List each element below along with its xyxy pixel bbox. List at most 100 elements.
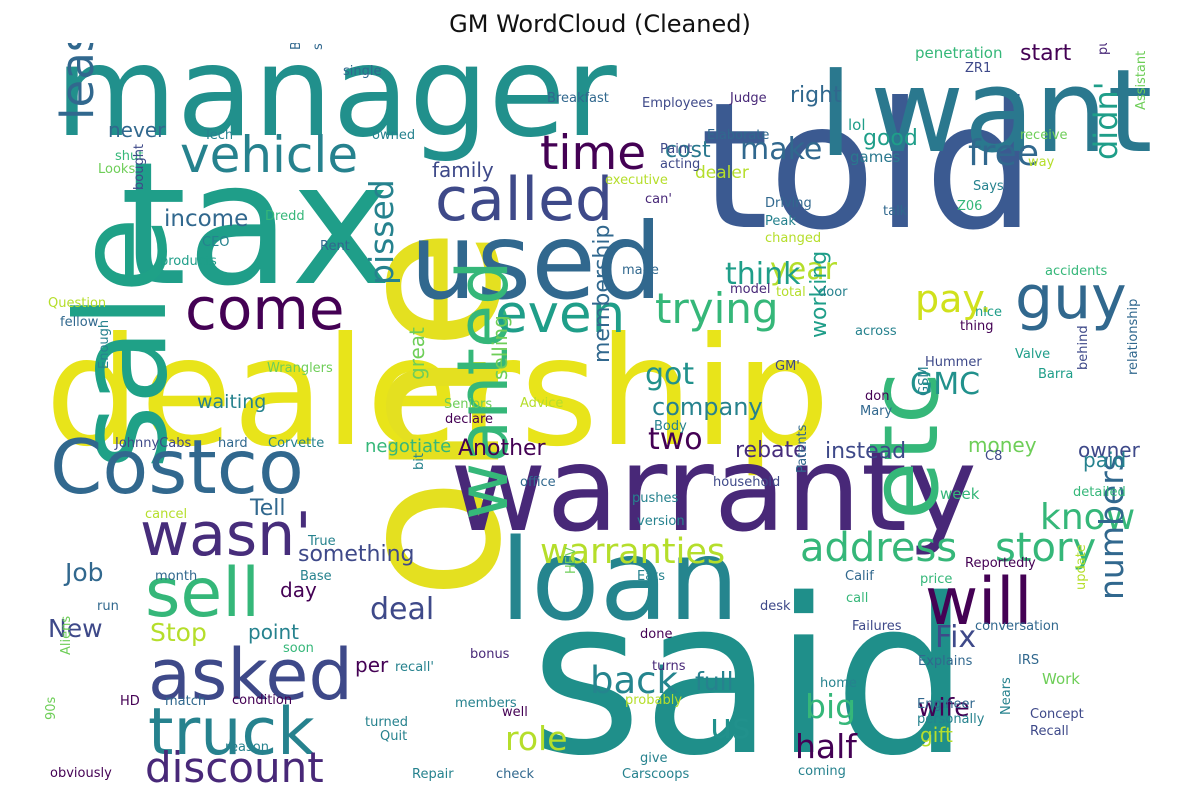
- word: give: [640, 751, 668, 766]
- word: us: [710, 707, 751, 747]
- word: update: [1074, 544, 1089, 590]
- word: Hummer: [925, 355, 982, 370]
- word: home: [820, 676, 857, 691]
- word: back: [590, 659, 678, 702]
- word: lease: [51, 43, 104, 120]
- word: used: [410, 201, 663, 323]
- word: pushed: [1096, 43, 1111, 55]
- word: Rent: [320, 239, 350, 254]
- word: even: [495, 284, 626, 345]
- word: selling: [488, 315, 512, 380]
- word: done: [640, 627, 673, 642]
- word: pay.: [915, 277, 992, 321]
- word: got: [645, 357, 695, 392]
- word: don: [865, 389, 890, 404]
- word: paid: [1083, 448, 1127, 472]
- word: Recall: [1030, 724, 1069, 739]
- word: Carscoops: [622, 767, 690, 782]
- word: guy: [1015, 263, 1127, 333]
- word: discount: [145, 743, 324, 788]
- word: Corvette: [268, 436, 325, 451]
- word: Broncos: [289, 43, 304, 50]
- word: Job: [65, 558, 104, 587]
- word: can': [645, 192, 672, 207]
- word: accidents: [1045, 264, 1108, 279]
- word: New: [48, 614, 103, 643]
- word: loan: [500, 516, 740, 646]
- word: turned: [365, 715, 408, 730]
- word: Eats: [637, 569, 666, 584]
- word: company: [652, 393, 763, 421]
- word: month: [155, 569, 198, 584]
- word: want: [870, 45, 1153, 179]
- word: rebate: [735, 438, 807, 463]
- word: Costco: [50, 423, 304, 511]
- word: turns: [652, 659, 686, 674]
- word: fellow: [60, 315, 99, 330]
- word: executive: [605, 173, 668, 188]
- word-cloud: dealership said one told tax manager warranty I…: [42, 43, 1158, 787]
- word: HD: [120, 694, 140, 709]
- word: sell: [145, 554, 261, 633]
- word: Work: [1042, 670, 1080, 688]
- word: warranty: [450, 420, 977, 558]
- word: detailed: [1073, 485, 1126, 500]
- word: Judge: [730, 91, 767, 106]
- word: week: [940, 485, 980, 503]
- word: make: [740, 132, 823, 167]
- word: Explains: [918, 654, 973, 669]
- word: Employees: [642, 96, 714, 111]
- word: Advice: [520, 396, 564, 411]
- word: Says: [973, 179, 1004, 194]
- word: told: [700, 66, 1036, 269]
- word: I: [818, 45, 854, 184]
- word: Concept: [1030, 707, 1084, 722]
- word: well: [502, 705, 528, 720]
- word: good: [863, 126, 918, 151]
- word: Question: [48, 296, 107, 311]
- word: GMC: [910, 367, 981, 402]
- word: reason: [225, 740, 269, 755]
- word: waiting: [197, 391, 267, 413]
- word: C8: [985, 449, 1003, 464]
- word: Base: [300, 569, 332, 584]
- word: Failures: [852, 619, 902, 634]
- word: full: [695, 667, 734, 696]
- word: money: [968, 433, 1037, 457]
- word: come: [185, 275, 345, 343]
- word: coming: [798, 764, 846, 779]
- word: Another: [458, 436, 546, 461]
- word: truck: [148, 695, 315, 770]
- word: Wranglers: [267, 361, 333, 376]
- word: manager: [55, 43, 617, 165]
- word: penetration: [915, 44, 1003, 62]
- word: right: [790, 83, 842, 108]
- word: nice: [975, 305, 1002, 320]
- word: Breakfast: [547, 91, 609, 106]
- word: total: [776, 285, 806, 300]
- word: wife: [918, 693, 970, 722]
- word: 90s: [44, 696, 59, 720]
- word: condition: [232, 693, 293, 708]
- word: start: [1020, 43, 1072, 66]
- word: True: [308, 534, 336, 549]
- word: Quit: [380, 729, 408, 744]
- word: acting: [660, 157, 701, 172]
- word: way: [1028, 155, 1055, 170]
- word: income: [164, 206, 249, 232]
- word: day: [280, 578, 317, 602]
- word: recall': [395, 660, 434, 675]
- word: products: [160, 254, 217, 269]
- word: family: [432, 158, 494, 182]
- word: half: [795, 727, 857, 766]
- word: Patents: [795, 424, 810, 473]
- word: never: [108, 118, 166, 142]
- word: tax: [120, 126, 392, 324]
- word: membership: [590, 224, 615, 363]
- word: bit: [412, 453, 427, 470]
- word: owned: [372, 128, 416, 143]
- word: think: [725, 257, 801, 292]
- word: probably: [625, 693, 683, 708]
- word: said: [530, 552, 970, 787]
- word: dealer: [695, 163, 749, 183]
